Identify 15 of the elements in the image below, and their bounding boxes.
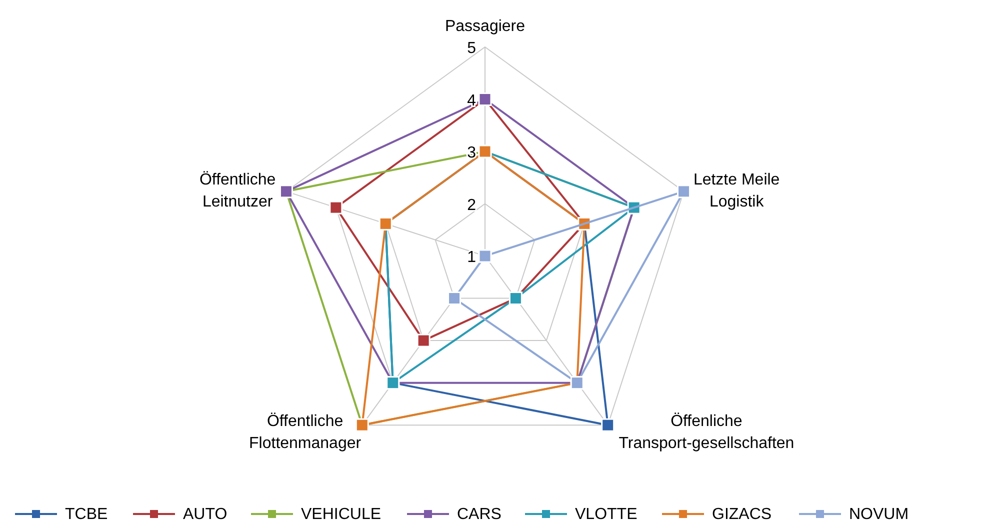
legend-label: CARS <box>457 506 502 524</box>
y-tick-label: 2 <box>467 196 476 214</box>
spoke-label: Öffentliche Flottenmanager <box>249 412 362 452</box>
spoke-label: Passagiere <box>444 18 526 36</box>
legend-label: VEHICULE <box>301 506 382 524</box>
y-tick-label: 1 <box>467 249 476 266</box>
legend-label: TCBE <box>65 506 108 524</box>
spoke-label: Letzte Meile Logistik <box>693 172 780 211</box>
spoke-label: Öffenliche Transport-gesellschaften <box>618 412 794 452</box>
legend-label: AUTO <box>183 506 228 524</box>
legend-label: VLOTTE <box>575 506 638 524</box>
legend-label: GIZACS <box>712 506 772 524</box>
legend-label: NOVUM <box>849 506 909 524</box>
y-tick-label: 5 <box>467 40 476 58</box>
spoke-label: Öffentliche Leitnutzer <box>199 170 276 211</box>
